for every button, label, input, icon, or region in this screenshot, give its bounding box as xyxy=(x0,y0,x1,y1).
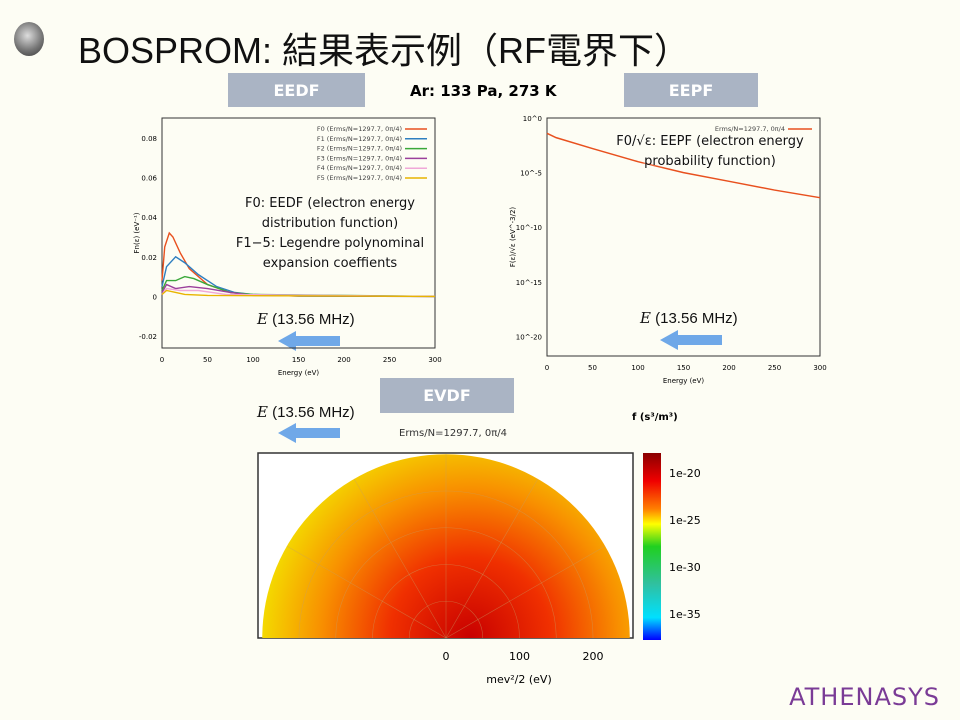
colorbar-label: f (s³/m³) xyxy=(632,412,678,423)
x-tick-label: 0 xyxy=(443,650,450,663)
field-frequency: (13.56 MHz) xyxy=(655,310,738,327)
condition-label: Ar: 133 Pa, 273 K xyxy=(410,82,557,100)
x-tick-label: 200 xyxy=(337,356,350,364)
x-tick-label: 50 xyxy=(588,364,597,372)
colorbar-tick-label: 1e-35 xyxy=(669,608,701,621)
y-tick-label: 10^-10 xyxy=(516,224,542,232)
polar-grid-spoke xyxy=(286,545,447,639)
owl-logo xyxy=(14,22,44,56)
evdf-tag: EVDF xyxy=(380,378,514,413)
x-tick-label: 250 xyxy=(768,364,781,372)
field-label-evdf: E (13.56 MHz) xyxy=(257,403,355,421)
x-tick-label: 0 xyxy=(160,356,164,364)
polar-grid-spoke xyxy=(353,478,447,639)
x-tick-label: 0 xyxy=(545,364,549,372)
x-tick-label: 200 xyxy=(722,364,735,372)
y-tick-label: 10^-15 xyxy=(516,279,542,287)
x-tick-label: 150 xyxy=(292,356,305,364)
x-tick-label: 300 xyxy=(813,364,826,372)
x-axis-label: Energy (eV) xyxy=(278,369,320,377)
colorbar xyxy=(643,453,661,640)
field-frequency: (13.56 MHz) xyxy=(272,404,355,421)
x-tick-label: 100 xyxy=(509,650,530,663)
y-tick-label: -0.02 xyxy=(139,333,157,341)
x-tick-label: 200 xyxy=(583,650,604,663)
field-symbol: E xyxy=(257,403,268,421)
x-axis-label: mev²/2 (eV) xyxy=(486,673,551,686)
eedf-plot-frame xyxy=(161,117,436,349)
note-line: F0/√ε: EEPF (electron energy xyxy=(616,134,804,149)
y-tick-label: 10^-5 xyxy=(520,170,542,178)
legend-label: Erms/N=1297.7, 0π/4 xyxy=(715,125,785,133)
field-label-eedf: E (13.56 MHz) xyxy=(257,310,355,328)
slide-title: BOSPROM: 結果表示例（RF電界下） xyxy=(78,30,691,71)
eedf-tag: EEDF xyxy=(228,73,365,107)
note-line: distribution function) xyxy=(261,216,399,231)
evdf-subtitle: Erms/N=1297.7, 0π/4 xyxy=(399,428,507,439)
field-direction-arrow xyxy=(660,330,722,350)
field-direction-arrow xyxy=(278,423,340,443)
note-line: probability function) xyxy=(644,154,776,169)
legend-label: F0 (Erms/N=1297.7, 0π/4) xyxy=(317,125,402,133)
series-line-f4 xyxy=(161,287,436,298)
note-line: F0: EEDF (electron energy xyxy=(245,196,415,211)
polar-grid-spoke xyxy=(445,545,606,639)
legend-label: F2 (Erms/N=1297.7, 0π/4) xyxy=(317,145,402,153)
x-tick-label: 250 xyxy=(383,356,396,364)
legend-label: F1 (Erms/N=1297.7, 0π/4) xyxy=(317,135,402,143)
y-tick-label: 0.02 xyxy=(141,254,157,262)
note-line: expansion coeffients xyxy=(262,256,398,271)
colorbar-tick-label: 1e-30 xyxy=(669,561,701,574)
y-tick-label: 10^0 xyxy=(523,115,542,123)
brand-logo: ATHENASYS xyxy=(789,683,940,711)
field-symbol: E xyxy=(640,309,651,327)
x-tick-label: 50 xyxy=(203,356,212,364)
x-tick-label: 100 xyxy=(246,356,259,364)
y-axis-label: Fn(ε) (eV⁻¹) xyxy=(133,212,141,253)
legend-label: F5 (Erms/N=1297.7, 0π/4) xyxy=(317,174,402,182)
eedf-note: F0: EEDF (electron energy distribution f… xyxy=(230,194,430,274)
field-label-eepf: E (13.56 MHz) xyxy=(640,309,738,327)
y-tick-label: 0.04 xyxy=(141,214,157,222)
y-tick-label: 0.08 xyxy=(141,135,157,143)
colorbar-tick-label: 1e-20 xyxy=(669,467,701,480)
y-tick-label: 10^-20 xyxy=(516,333,542,341)
field-symbol: E xyxy=(257,310,268,328)
legend-label: F3 (Erms/N=1297.7, 0π/4) xyxy=(317,154,402,162)
series-line-f2 xyxy=(161,275,436,298)
y-tick-label: 0.06 xyxy=(141,174,157,182)
colorbar-tick-label: 1e-25 xyxy=(669,514,701,527)
polar-grid-spoke xyxy=(445,478,539,639)
eepf-plot-frame xyxy=(546,117,821,357)
x-tick-label: 300 xyxy=(428,356,441,364)
eepf-series-line xyxy=(546,132,821,199)
field-direction-arrow xyxy=(278,331,340,351)
note-line: F1−5: Legendre polynominal xyxy=(235,236,425,251)
series-line-f5 xyxy=(161,289,436,298)
x-tick-label: 150 xyxy=(677,364,690,372)
field-frequency: (13.56 MHz) xyxy=(272,311,355,328)
y-axis-label: F(ε)/√ε (eV^-3/2) xyxy=(509,207,517,268)
y-tick-label: 0 xyxy=(153,293,157,301)
x-tick-label: 100 xyxy=(631,364,644,372)
x-axis-label: Energy (eV) xyxy=(663,377,705,385)
legend-label: F4 (Erms/N=1297.7, 0π/4) xyxy=(317,164,402,172)
eepf-note: F0/√ε: EEPF (electron energy probability… xyxy=(590,132,830,172)
eepf-tag: EEPF xyxy=(624,73,758,107)
